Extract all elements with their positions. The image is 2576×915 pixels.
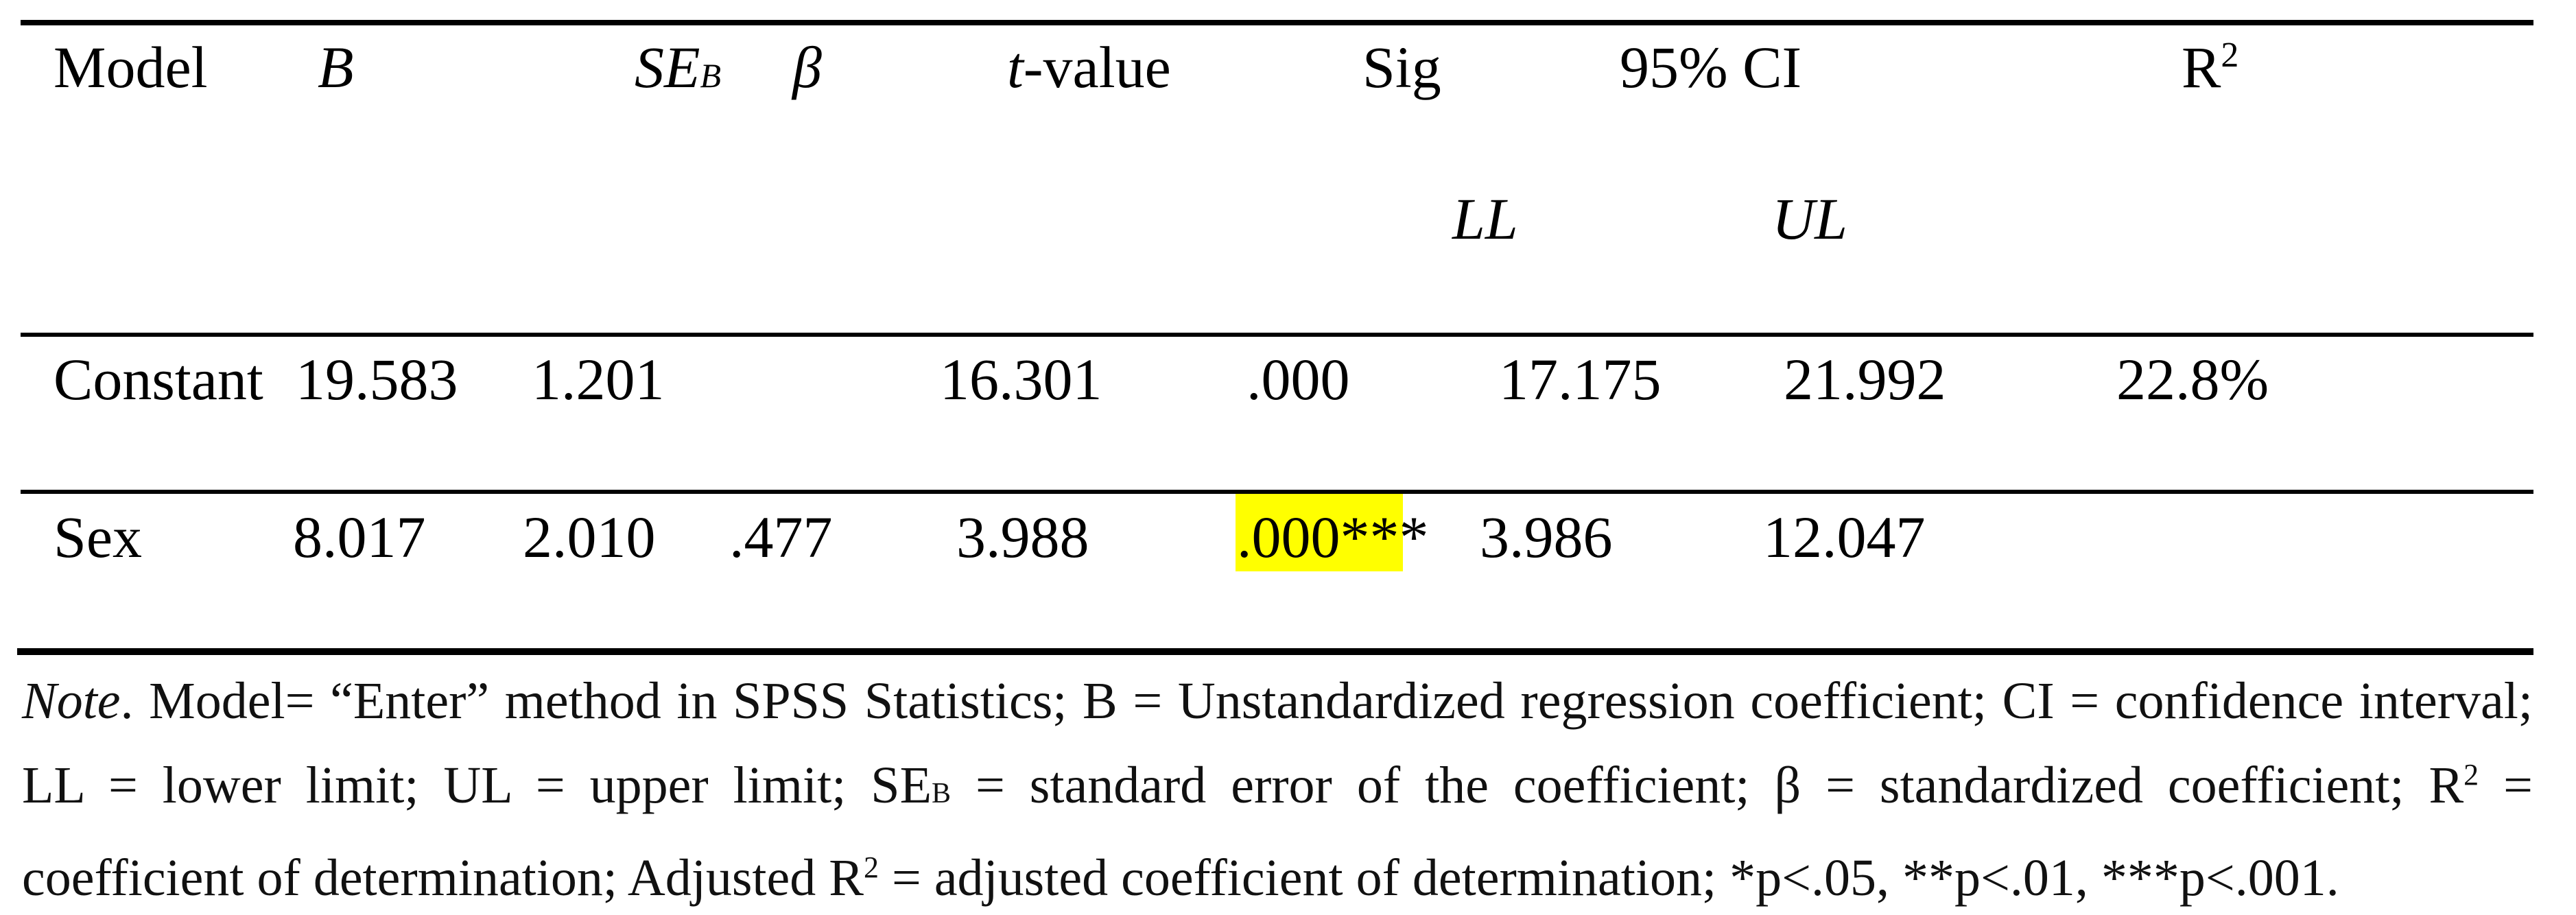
cell-t: 16.301 bbox=[940, 346, 1102, 412]
header-sig: Sig bbox=[1362, 34, 1441, 100]
header-se-b: SEB bbox=[635, 34, 722, 100]
header-beta: β bbox=[792, 34, 822, 100]
row-separator-rule bbox=[21, 490, 2533, 494]
cell-ll: 3.986 bbox=[1480, 504, 1613, 570]
cell-sig: .000 bbox=[1246, 346, 1350, 412]
header-ll: LL bbox=[1452, 186, 1518, 252]
cell-ll: 17.175 bbox=[1499, 346, 1662, 412]
header-model: Model bbox=[54, 34, 208, 100]
table-note: Note. Model= “Enter” method in SPSS Stat… bbox=[22, 672, 2533, 907]
cell-se: 2.010 bbox=[523, 504, 656, 570]
cell-ul: 21.992 bbox=[1784, 346, 1946, 412]
note-superscript-2-adjusted: 2 bbox=[863, 851, 879, 884]
cell-model: Sex bbox=[54, 504, 142, 570]
superscript-2: 2 bbox=[2221, 36, 2239, 75]
cell-ul: 12.047 bbox=[1763, 504, 1926, 570]
header-r2: R2 bbox=[2182, 34, 2239, 100]
cell-r2: 22.8% bbox=[2116, 346, 2269, 412]
header-bottom-rule bbox=[21, 333, 2533, 337]
significance-highlight bbox=[1236, 494, 1403, 571]
note-subscript-b: B bbox=[932, 778, 952, 809]
header-t-value: t-value bbox=[1007, 34, 1171, 100]
cell-t: 3.988 bbox=[956, 504, 1089, 570]
cell-b: 8.017 bbox=[293, 504, 426, 570]
cell-model: Constant bbox=[54, 346, 263, 412]
cell-sig-highlighted: .000*** bbox=[1237, 504, 1429, 570]
header-b: B bbox=[318, 34, 354, 100]
cell-beta: .477 bbox=[729, 504, 833, 570]
note-superscript-2: 2 bbox=[2463, 758, 2479, 792]
subscript-b: B bbox=[700, 56, 722, 95]
header-ul: UL bbox=[1772, 186, 1847, 252]
note-label: Note bbox=[22, 672, 121, 730]
cell-b: 19.583 bbox=[296, 346, 458, 412]
header-95-ci: 95% CI bbox=[1620, 34, 1802, 100]
table-bottom-rule bbox=[17, 648, 2533, 655]
top-rule bbox=[21, 20, 2533, 25]
cell-se: 1.201 bbox=[532, 346, 665, 412]
